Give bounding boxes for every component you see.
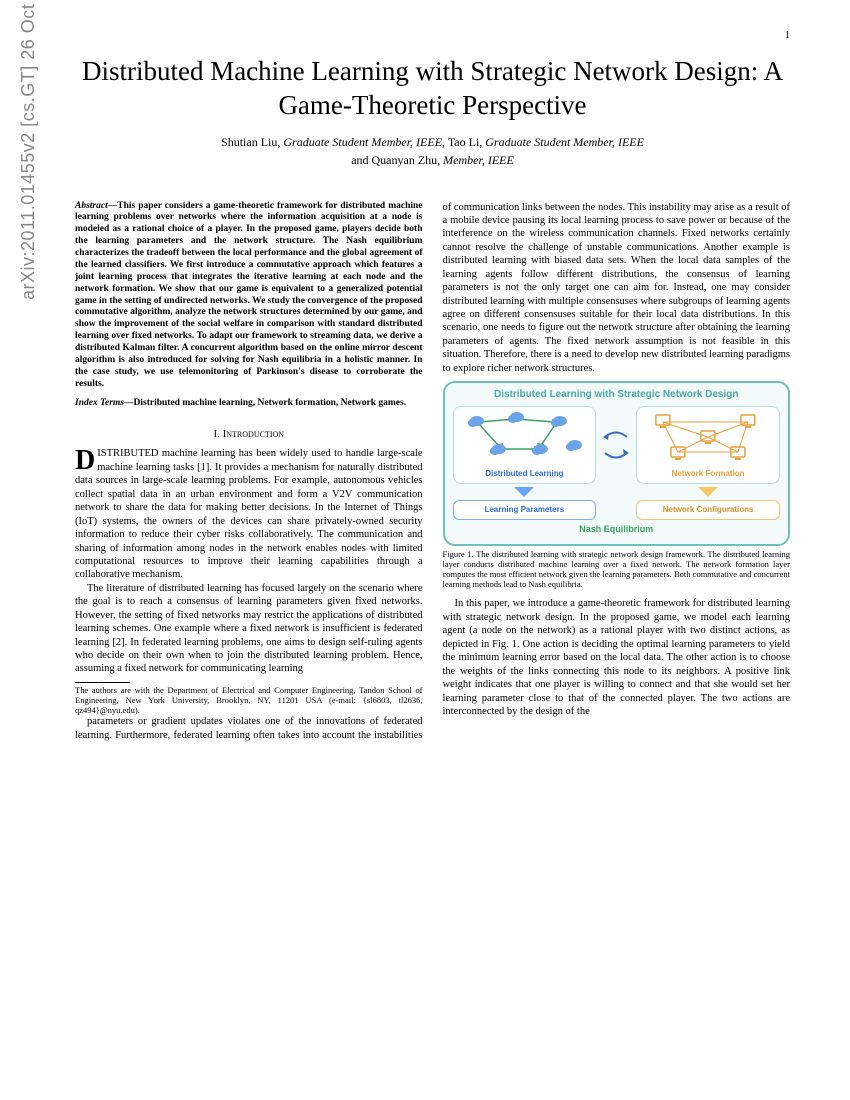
- authors: Shutian Liu, Graduate Student Member, IE…: [75, 133, 790, 169]
- page-content: Distributed Machine Learning with Strate…: [0, 0, 850, 782]
- dropcap: D: [75, 447, 97, 473]
- down-arrow-icon: [698, 487, 718, 497]
- author-affil: Member, IEEE: [443, 153, 514, 167]
- page-number: 1: [785, 30, 790, 41]
- author-text: and Quanyan Zhu,: [351, 153, 443, 167]
- panel-label: Distributed Learning: [454, 469, 596, 479]
- author-text: , Tao Li,: [442, 135, 485, 149]
- footnote-rule: [75, 682, 130, 683]
- figure-caption: Figure 1. The distributed learning with …: [443, 549, 791, 590]
- paragraph: DISTRIBUTED machine learning has been wi…: [75, 447, 423, 581]
- paper-title: Distributed Machine Learning with Strate…: [75, 55, 790, 123]
- paragraph: In this paper, we introduce a game-theor…: [443, 597, 791, 718]
- nash-label: Nash Equilibrium: [453, 524, 781, 536]
- author-text: Shutian Liu,: [221, 135, 283, 149]
- index-terms: Index Terms—Distributed machine learning…: [75, 398, 423, 410]
- network-config-pill: Network Configurations: [636, 500, 780, 520]
- down-arrows: [453, 484, 781, 500]
- network-diagram-orange: [637, 407, 779, 467]
- author-affil: Graduate Student Member, IEEE: [283, 135, 442, 149]
- section-heading: I. Introduction: [75, 427, 423, 441]
- paragraph-text: ISTRIBUTED machine learning has been wid…: [75, 448, 423, 580]
- abstract-label: Abstract—: [75, 201, 117, 211]
- figure-title: Distributed Learning with Strategic Netw…: [453, 389, 781, 402]
- index-terms-text: Distributed machine learning, Network fo…: [134, 398, 407, 408]
- learning-params-pill: Learning Parameters: [453, 500, 597, 520]
- figure-top-row: Distributed Learning: [453, 406, 781, 484]
- swap-arrows: [602, 430, 630, 460]
- abstract: Abstract—This paper considers a game-the…: [75, 201, 423, 391]
- distributed-learning-panel: Distributed Learning: [453, 406, 597, 484]
- arxiv-id: arXiv:2011.01455v2 [cs.GT] 26 Oct 2022: [18, 0, 39, 300]
- down-arrow-icon: [514, 487, 534, 497]
- abstract-text: This paper considers a game-theoretic fr…: [75, 201, 423, 389]
- two-column-body: Abstract—This paper considers a game-the…: [75, 201, 790, 743]
- figure-pill-row: Learning Parameters Network Configuratio…: [453, 500, 781, 520]
- paragraph: The literature of distributed learning h…: [75, 582, 423, 676]
- panel-label: Network Formation: [637, 469, 779, 479]
- figure-frame: Distributed Learning with Strategic Netw…: [443, 381, 791, 546]
- network-diagram-blue: [454, 407, 596, 467]
- author-affil: Graduate Student Member, IEEE: [485, 135, 644, 149]
- figure-1: Distributed Learning with Strategic Netw…: [443, 381, 791, 589]
- network-formation-panel: Network Formation: [636, 406, 780, 484]
- index-terms-label: Index Terms—: [75, 398, 134, 408]
- footnote-block: The authors are with the Department of E…: [75, 682, 423, 716]
- footnote: The authors are with the Department of E…: [75, 685, 423, 716]
